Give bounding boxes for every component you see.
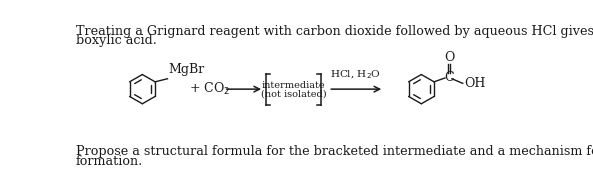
Text: C: C — [444, 71, 454, 84]
Text: boxylic acid.: boxylic acid. — [76, 34, 157, 48]
Text: + CO$_2$: + CO$_2$ — [189, 81, 230, 97]
Text: Propose a structural formula for the bracketed intermediate and a mechanism for : Propose a structural formula for the bra… — [76, 145, 593, 158]
Text: intermediate: intermediate — [262, 81, 326, 90]
Text: MgBr: MgBr — [168, 63, 205, 76]
Text: HCl, H$_2$O: HCl, H$_2$O — [330, 69, 381, 81]
Text: O: O — [444, 51, 454, 64]
Text: (not isolated): (not isolated) — [261, 90, 326, 99]
Text: Treating a Grignard reagent with carbon dioxide followed by aqueous HCl gives a : Treating a Grignard reagent with carbon … — [76, 25, 593, 38]
Text: formation.: formation. — [76, 155, 143, 168]
Text: OH: OH — [464, 77, 486, 90]
